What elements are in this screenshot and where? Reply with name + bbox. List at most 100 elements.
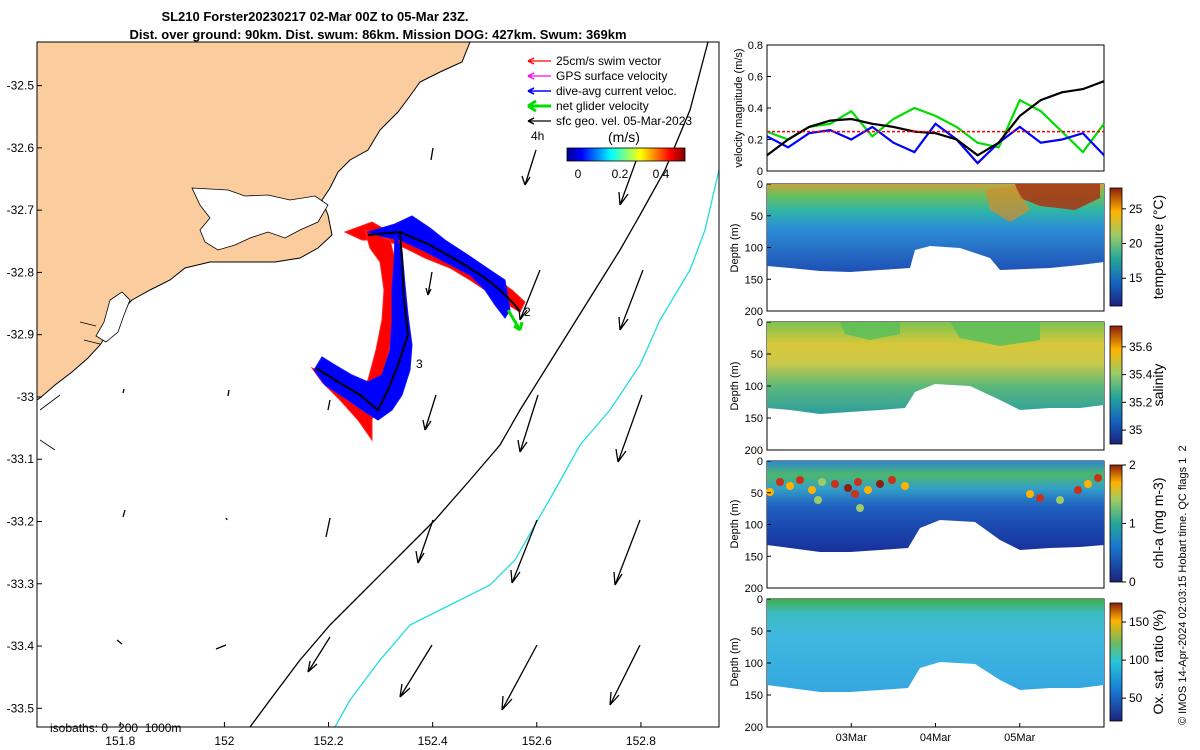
net-velocity-arrow xyxy=(506,309,524,332)
depth-tick-label: 150 xyxy=(745,274,763,286)
velocity-series-line xyxy=(766,80,1105,157)
speed-tick-0: 0 xyxy=(575,167,582,181)
map-ytick-label: -32.7 xyxy=(7,203,35,217)
colorbar-tick-label: 15 xyxy=(1129,271,1143,285)
legend-swim-arrow xyxy=(527,57,551,65)
time-tick-label: 03Mar xyxy=(836,732,868,744)
map-ytick-label: -32.8 xyxy=(7,265,35,279)
velocity-series-line xyxy=(766,98,1105,154)
chla-colorbar xyxy=(1109,464,1123,583)
depth-tick-label: 150 xyxy=(745,551,763,563)
footer-credit: © IMOS 14-Apr-2024 02:03:15 Hobart time.… xyxy=(1177,445,1189,725)
velocity-ytick-label: 0.6 xyxy=(748,72,763,84)
colorbar-tick-label: 35.2 xyxy=(1129,395,1153,409)
track-point-label-2: 2 xyxy=(524,305,531,319)
velocity-axis-ticks: 0 0.2 0.4 0.6 0.8 xyxy=(748,40,771,178)
salinity-ylabel: Depth (m) xyxy=(729,362,741,411)
legend-gps-label: GPS surface velocity xyxy=(556,69,667,83)
legend-gps-arrow xyxy=(527,72,551,80)
oxygen-colorbar xyxy=(1109,602,1123,722)
chla-cbar-label: chl-a (mg m-3) xyxy=(1150,477,1166,568)
colorbar-tick-label: 25 xyxy=(1129,202,1143,216)
colorbar-tick-label: 35.6 xyxy=(1129,340,1153,354)
lake-1 xyxy=(191,187,329,251)
legend-dive-arrow xyxy=(527,87,551,95)
time-tick-label: 04Mar xyxy=(920,732,952,744)
legend-dive-label: dive-avg current veloc. xyxy=(556,84,677,98)
salinity-field xyxy=(767,322,1104,414)
title-line-1: SL210 Forster20230217 02-Mar 00Z to 05-M… xyxy=(161,9,468,24)
glider-track xyxy=(315,230,521,412)
colorbar-tick-label: 2 xyxy=(1129,458,1136,472)
map-panel: 3 2 151.8 152 152.2 152.4 152.6 152.8 -32.5 -32… xyxy=(7,41,720,748)
depth-tick-label: 50 xyxy=(751,211,763,223)
salinity-section: 0 50 100 150 200 Depth (m) 35.6 35.4 35.2 35 sa… xyxy=(729,317,1166,457)
legend-swim-label: 25cm/s swim vector xyxy=(556,54,661,68)
oxygen-field xyxy=(767,599,1104,692)
velocity-ytick-label: 0.8 xyxy=(748,40,763,52)
time-tick-label: 05Mar xyxy=(1004,732,1036,744)
colorbar-tick-label: 50 xyxy=(1129,691,1143,705)
temperature-colorbar xyxy=(1109,187,1123,307)
map-xtick-label: 152.6 xyxy=(522,734,552,748)
lake-2 xyxy=(95,291,131,343)
map-xtick-label: 152.8 xyxy=(626,734,656,748)
depth-tick-label: 0 xyxy=(757,594,763,606)
velocity-ytick-label: 0.4 xyxy=(748,103,763,115)
colorbar-tick-label: 150 xyxy=(1129,615,1149,629)
chla-colorbar-ticks: 2 1 0 xyxy=(1122,458,1136,589)
map-legend: 25cm/s swim vector GPS surface velocity … xyxy=(527,54,692,181)
map-ytick-label: -33.3 xyxy=(7,577,35,591)
map-ytick-label: -32.9 xyxy=(7,328,35,342)
map-ytick-label: -32.5 xyxy=(7,79,35,93)
chla-section: 0 50 100 150 200 Depth (m) 2 1 0 chl-a (mg m-3… xyxy=(729,456,1166,595)
map-ytick-label: -32.6 xyxy=(7,141,35,155)
map-ytick-label: -33 xyxy=(17,390,35,404)
depth-tick-label: 0 xyxy=(757,456,763,468)
speed-unit-label: (m/s) xyxy=(608,129,640,145)
isobaths-label: isobaths: 0 200 1000m xyxy=(50,721,181,735)
velocity-ylabel: velocity magnitude (m/s) xyxy=(733,48,745,167)
map-xtick-label: 152.2 xyxy=(314,734,344,748)
chla-axis-ticks: 0 50 100 150 200 xyxy=(745,456,771,595)
geostrophic-vector-field xyxy=(116,147,644,711)
oxygen-colorbar-ticks: 150 100 50 xyxy=(1122,615,1149,705)
velocity-panel: 0 0.2 0.4 0.6 0.8 velocity magnitude (m/s) xyxy=(733,40,1105,178)
dive-avg-current-band xyxy=(313,215,511,421)
chla-ylabel: Depth (m) xyxy=(729,500,741,549)
depth-tick-label: 0 xyxy=(757,317,763,329)
speed-tick-2: 0.4 xyxy=(653,167,670,181)
depth-tick-label: 200 xyxy=(745,583,763,595)
salinity-colorbar-ticks: 35.6 35.4 35.2 35 xyxy=(1122,340,1153,437)
map-ytick-label: -33.4 xyxy=(7,639,35,653)
velocity-lines xyxy=(766,80,1105,165)
speed-colorbar xyxy=(566,147,686,162)
depth-tick-label: 100 xyxy=(745,243,763,255)
speed-tick-1: 0.2 xyxy=(612,167,629,181)
colorbar-tick-label: 0 xyxy=(1129,575,1136,589)
map-axis-ticks: 151.8 152 152.2 152.4 152.6 152.8 -32.5 -32.6 -3… xyxy=(7,79,657,748)
map-xtick-label: 152.4 xyxy=(418,734,448,748)
colorbar-tick-label: 100 xyxy=(1129,653,1149,667)
salinity-cbar-label: salinity xyxy=(1150,364,1166,407)
depth-tick-label: 200 xyxy=(745,306,763,318)
temperature-warm-patch xyxy=(1015,184,1100,210)
chla-field xyxy=(767,461,1104,552)
time-axis-ticks: 03Mar 04Mar 05Mar xyxy=(836,723,1036,744)
title-line-2: Dist. over ground: 90km. Dist. swum: 86k… xyxy=(129,27,626,42)
temperature-axis-ticks: 0 50 100 150 200 xyxy=(745,179,771,318)
isobath-1000m xyxy=(334,169,719,727)
oxygen-axis-ticks: 0 50 100 150 200 xyxy=(745,594,771,734)
oxygen-cbar-label: Ox. sat. ratio (%) xyxy=(1150,609,1166,714)
oxygen-section: 0 50 100 150 200 Depth (m) 150 100 50 Ox. sat.… xyxy=(729,594,1166,744)
temperature-ylabel: Depth (m) xyxy=(729,224,741,273)
track-point-label-3: 3 xyxy=(416,357,423,371)
colorbar-tick-label: 35.4 xyxy=(1129,368,1153,382)
depth-tick-label: 50 xyxy=(751,488,763,500)
map-ytick-label: -33.5 xyxy=(7,701,35,715)
depth-tick-label: 100 xyxy=(745,520,763,532)
salinity-colorbar xyxy=(1109,325,1123,445)
colorbar-tick-label: 20 xyxy=(1129,237,1143,251)
depth-tick-label: 150 xyxy=(745,690,763,702)
